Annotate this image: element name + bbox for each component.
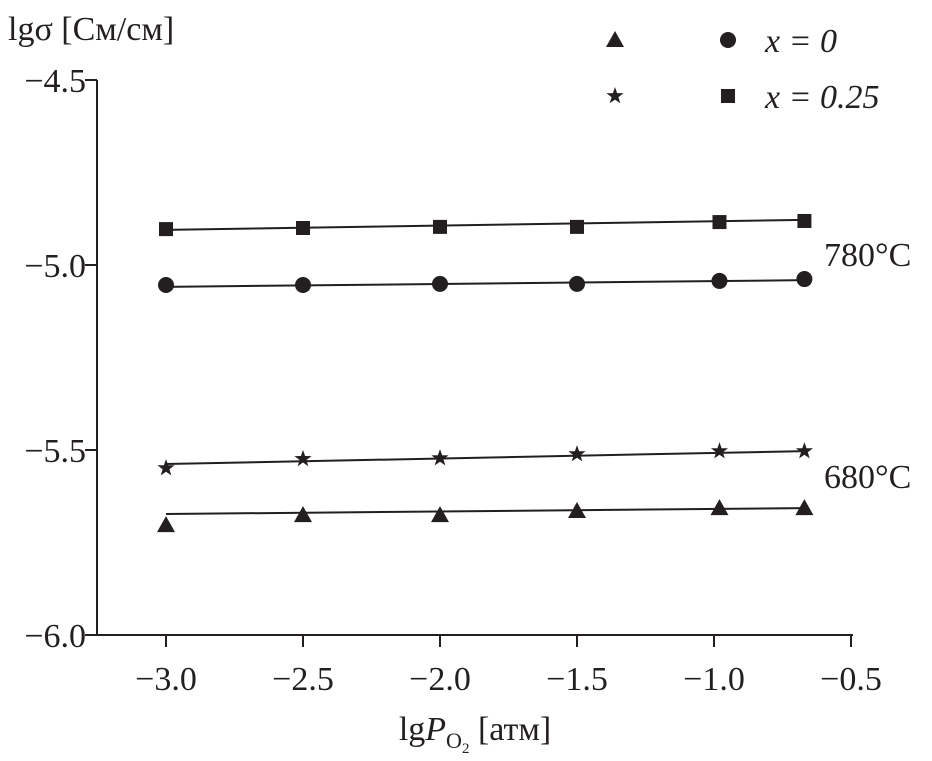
data-point-square [433, 219, 447, 234]
x-tick-label: −1.5 [546, 661, 608, 698]
legend-marker-triangle [606, 31, 624, 47]
legend-marker-square [721, 89, 735, 103]
y-axis-label: lgσ [См/см] [8, 11, 174, 48]
y-tick-label: −5.0 [24, 248, 86, 285]
data-point-circle [432, 275, 448, 292]
x-tick-label: −2.5 [272, 661, 334, 698]
data-point-star [568, 445, 586, 462]
x-tick-label: −1.0 [683, 661, 745, 698]
data-point-star [431, 449, 449, 466]
data-point-circle [569, 275, 585, 292]
fit-line-triangle [165, 507, 805, 516]
legend-label: x = 0 [764, 23, 837, 60]
fit-line-star [165, 450, 805, 466]
data-point-square [712, 215, 727, 230]
data-point-circle [796, 271, 813, 288]
data-point-star [795, 442, 813, 459]
data-point-triangle [431, 506, 449, 523]
x-axis-label: lgPO2 [атм] [399, 711, 551, 757]
data-point-square [797, 213, 812, 228]
data-point-square [159, 222, 173, 237]
x-tick-label: −3.0 [135, 661, 197, 698]
data-point-circle [295, 276, 311, 293]
data-point-triangle [710, 499, 729, 516]
temperature-annotation: 680°C [824, 459, 911, 496]
x-tick-label: −2.0 [409, 661, 471, 698]
data-point-triangle [795, 499, 814, 516]
y-tick-label: −5.5 [24, 433, 86, 470]
data-point-circle [158, 276, 174, 293]
data-point-circle [711, 272, 728, 289]
x-tick-label: −0.5 [820, 661, 882, 698]
fit-line-square [165, 218, 805, 231]
data-point-star [294, 449, 312, 467]
temperature-annotation: 780°C [824, 237, 911, 274]
data-point-star [710, 442, 728, 459]
legend-label: x = 0.25 [764, 79, 880, 116]
data-point-square [570, 219, 584, 234]
legend-marker-circle [720, 32, 736, 48]
y-tick-label: −4.5 [24, 63, 86, 100]
data-point-triangle [157, 516, 175, 533]
data-point-square [296, 221, 310, 235]
data-point-star [157, 459, 175, 476]
fit-line-circle [165, 279, 805, 288]
data-point-triangle [568, 502, 586, 519]
data-point-triangle [294, 506, 312, 523]
legend-marker-star [606, 87, 624, 104]
y-tick-label: −6.0 [24, 618, 86, 655]
